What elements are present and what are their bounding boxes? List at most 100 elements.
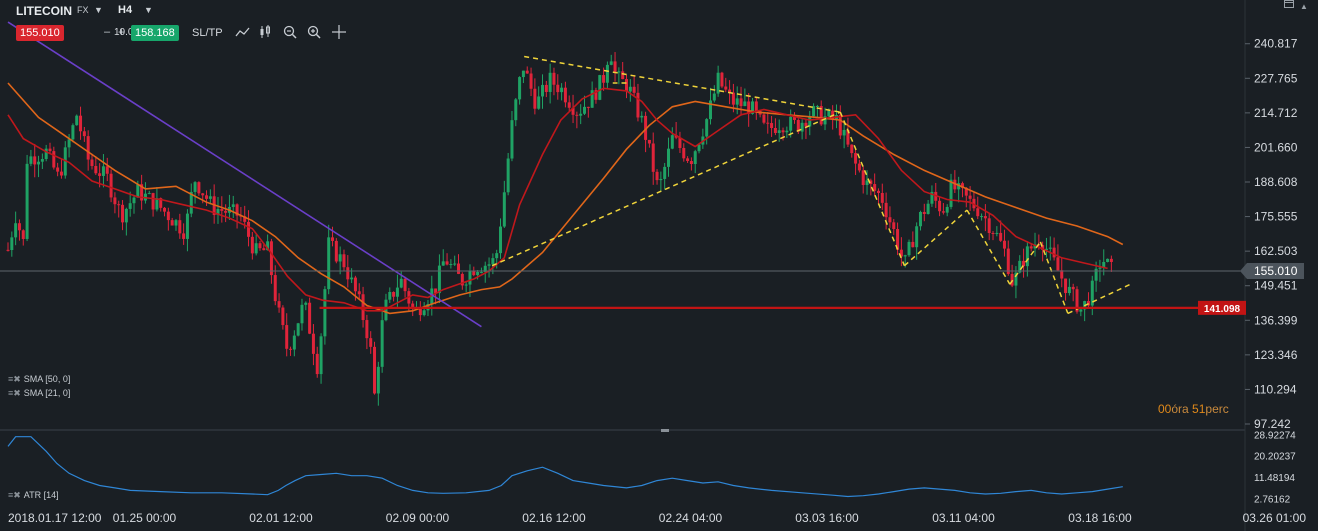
candle bbox=[1022, 260, 1026, 267]
candle bbox=[1018, 260, 1022, 273]
candle bbox=[705, 119, 709, 137]
candle bbox=[930, 191, 934, 204]
candle bbox=[304, 302, 308, 305]
candle bbox=[518, 77, 522, 100]
candle bbox=[56, 167, 60, 172]
candle bbox=[101, 166, 105, 176]
candle bbox=[117, 204, 121, 206]
chevron-down-icon[interactable]: ▼ bbox=[144, 5, 153, 15]
time-tick-label: 02.24 04:00 bbox=[659, 511, 723, 525]
candle bbox=[338, 254, 342, 262]
candle bbox=[1064, 278, 1068, 294]
pattern-line[interactable] bbox=[839, 111, 906, 267]
scroll-up-icon[interactable]: ▲ bbox=[1300, 2, 1308, 11]
candle bbox=[571, 107, 575, 115]
lot-increase-button[interactable]: + bbox=[118, 25, 126, 39]
candle bbox=[495, 253, 499, 259]
candle bbox=[266, 241, 270, 251]
candle bbox=[1106, 258, 1110, 262]
candle bbox=[376, 366, 380, 394]
candle bbox=[563, 87, 567, 103]
buy-price-button[interactable]: 158.168 bbox=[131, 25, 179, 41]
trendline[interactable] bbox=[7, 21, 482, 328]
zoom-out-icon[interactable] bbox=[282, 24, 298, 40]
candle bbox=[590, 90, 594, 108]
candle bbox=[79, 115, 83, 132]
sma50-line bbox=[7, 82, 1124, 315]
chevron-down-icon[interactable]: ▼ bbox=[94, 5, 103, 15]
crosshair-icon[interactable] bbox=[331, 24, 347, 40]
candle bbox=[315, 353, 319, 375]
pattern-line[interactable] bbox=[491, 111, 841, 267]
candle bbox=[445, 261, 449, 265]
candle bbox=[1010, 273, 1014, 286]
candle bbox=[815, 105, 819, 107]
sltp-button[interactable]: SL/TP bbox=[192, 27, 223, 39]
candle bbox=[449, 264, 453, 266]
candle bbox=[140, 184, 144, 201]
lot-decrease-button[interactable]: – bbox=[104, 26, 111, 38]
candle bbox=[1025, 246, 1029, 267]
candle bbox=[525, 70, 529, 74]
candle bbox=[773, 127, 777, 133]
candle bbox=[1067, 286, 1071, 294]
candle bbox=[964, 187, 968, 196]
sell-price-button[interactable]: 155.010 bbox=[16, 25, 64, 41]
candle bbox=[231, 204, 235, 207]
settings-icon[interactable]: ≡✖ bbox=[8, 490, 21, 500]
candle bbox=[1044, 248, 1048, 250]
candle bbox=[521, 70, 525, 78]
candle bbox=[873, 184, 877, 191]
candle bbox=[75, 115, 79, 126]
candle bbox=[487, 264, 491, 266]
candle bbox=[403, 278, 407, 292]
atr-tick-label: 28.92274 bbox=[1254, 430, 1296, 441]
candle bbox=[205, 195, 209, 199]
candle bbox=[109, 173, 113, 198]
atr-legend[interactable]: ≡✖ ATR [14] bbox=[8, 490, 59, 500]
price-tick-label: 214.712 bbox=[1254, 106, 1298, 120]
candle bbox=[1094, 268, 1098, 281]
window-icon[interactable] bbox=[1284, 0, 1294, 8]
candle bbox=[151, 193, 155, 210]
candle bbox=[201, 193, 205, 196]
timeframe-selector[interactable]: H4 bbox=[118, 4, 133, 16]
pattern-line[interactable] bbox=[1039, 241, 1069, 314]
candle bbox=[842, 129, 846, 136]
candle bbox=[594, 90, 598, 100]
support-price-badge bbox=[1198, 300, 1246, 315]
settings-icon[interactable]: ≡✖ bbox=[8, 388, 21, 398]
lot-size-input[interactable]: 10.00 bbox=[114, 27, 140, 38]
candle bbox=[44, 148, 48, 160]
sma21-line bbox=[7, 87, 1108, 312]
sma50-legend[interactable]: ≡✖ SMA [50, 0] bbox=[8, 374, 71, 384]
line-tool-icon[interactable] bbox=[235, 24, 251, 40]
candle bbox=[472, 271, 476, 276]
pattern-line[interactable] bbox=[903, 209, 968, 267]
price-tick-label: 97.242 bbox=[1254, 417, 1291, 431]
candle bbox=[197, 182, 201, 194]
candle bbox=[94, 165, 98, 174]
settings-icon[interactable]: ≡✖ bbox=[8, 374, 21, 384]
sma21-legend[interactable]: ≡✖ SMA [21, 0] bbox=[8, 388, 71, 398]
candle bbox=[579, 113, 583, 116]
zoom-in-icon[interactable] bbox=[306, 24, 322, 40]
candle bbox=[731, 92, 735, 105]
candle bbox=[827, 110, 831, 117]
instrument-type-label[interactable]: FX bbox=[77, 5, 89, 15]
candle bbox=[499, 226, 503, 254]
candle-type-icon[interactable] bbox=[258, 24, 274, 40]
candle bbox=[621, 71, 625, 80]
candle bbox=[808, 116, 812, 127]
candle bbox=[693, 151, 697, 165]
candle bbox=[159, 198, 163, 208]
candle bbox=[220, 209, 224, 211]
pane-resize-handle[interactable] bbox=[661, 429, 669, 432]
candle bbox=[896, 229, 900, 250]
candle bbox=[1029, 246, 1033, 249]
symbol-selector[interactable]: LITECOIN bbox=[16, 4, 72, 18]
candle bbox=[235, 204, 239, 216]
candle bbox=[502, 192, 506, 227]
candle bbox=[464, 284, 468, 286]
